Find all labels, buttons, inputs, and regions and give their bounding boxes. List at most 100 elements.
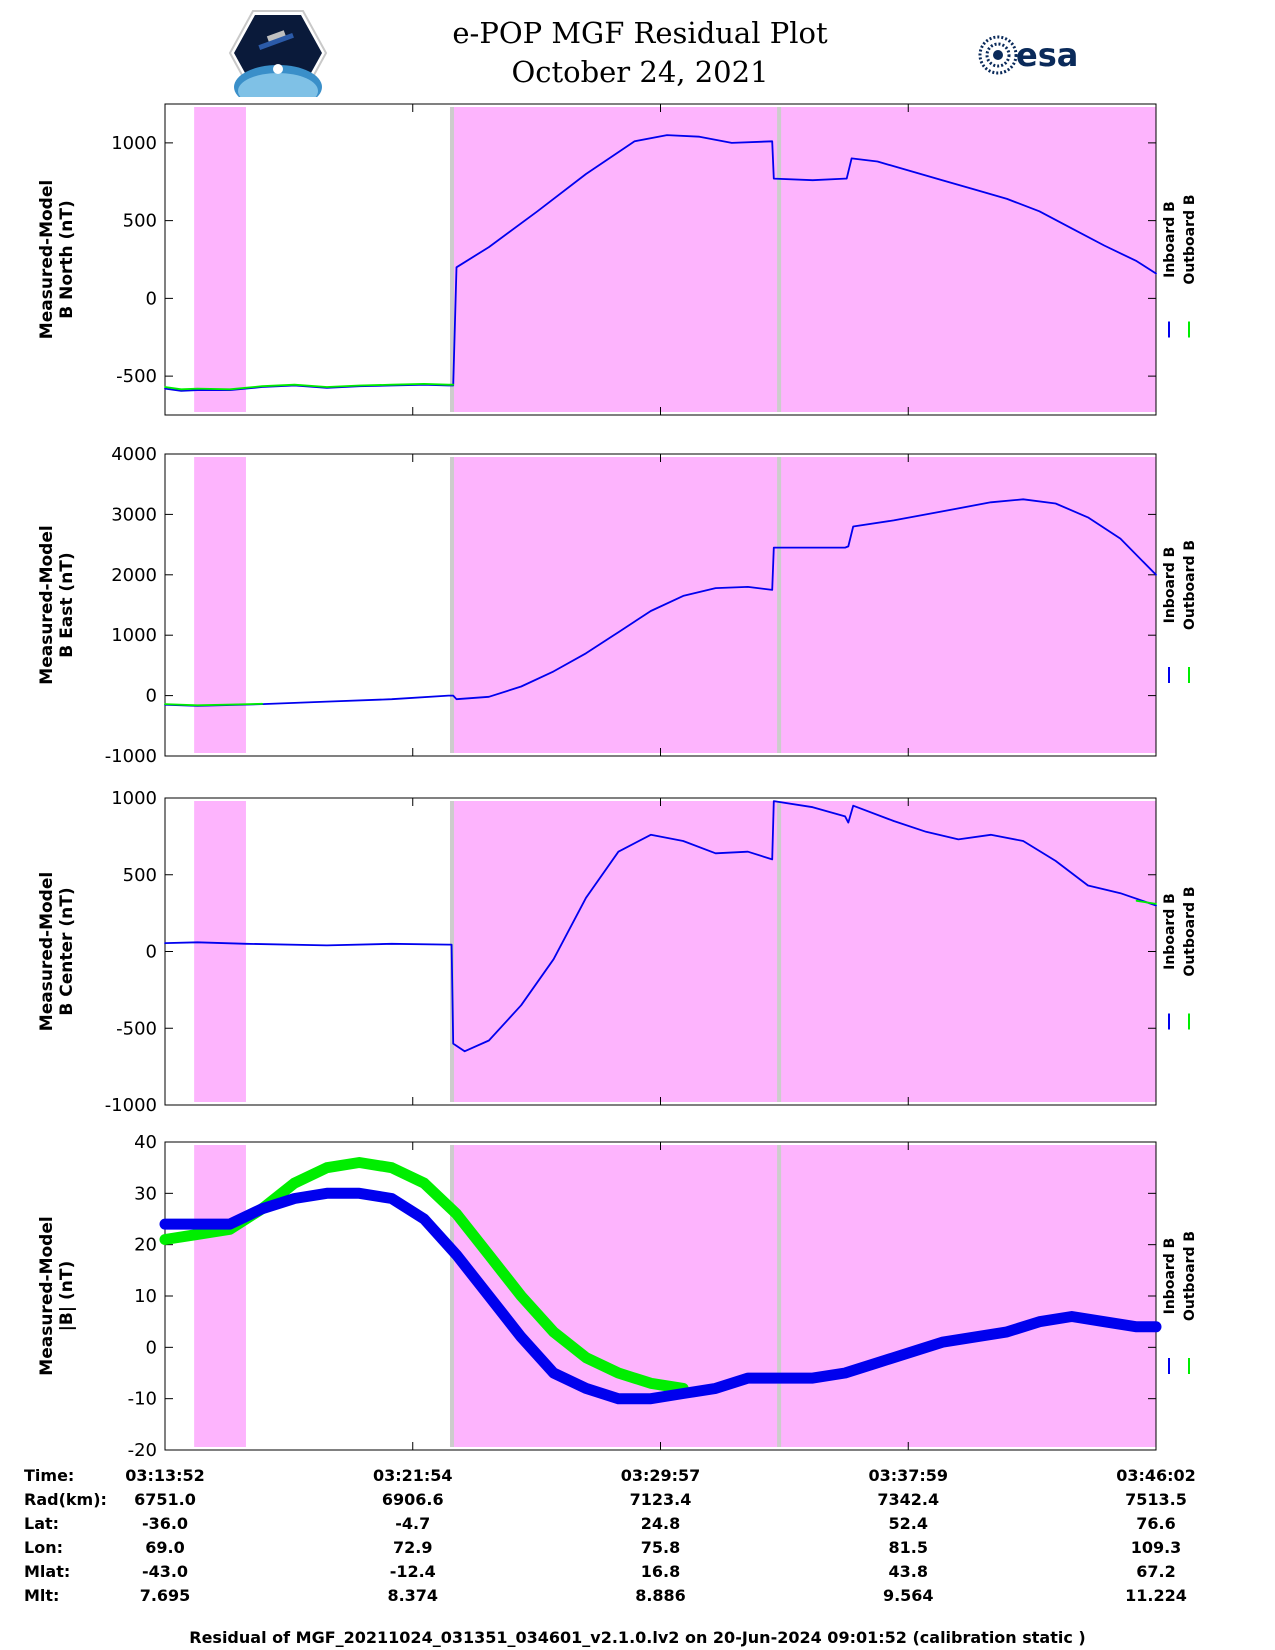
panel4-shaded-interval-1 [194, 1145, 246, 1447]
ephemeris-cell: 03:37:59 [868, 1466, 949, 1485]
ephemeris-cell: 16.8 [640, 1562, 681, 1581]
panel3-ytick-label-4: 500 [123, 865, 157, 886]
ephemeris-row: Mlt: 7.695 8.374 8.886 9.564 11.224 [0, 1586, 1275, 1610]
panel2-ylabel-line-1: Measured-Model [37, 525, 57, 684]
panel4-ytick-label-1: -20 [128, 1440, 157, 1461]
panel1-shade-edge-3 [777, 107, 782, 412]
ephemeris-cell: 76.6 [1136, 1514, 1176, 1533]
ephemeris-cell: 75.8 [640, 1538, 681, 1557]
panel4-ytick-label-4: 10 [134, 1286, 157, 1307]
panel2-ytick-label-1: -1000 [105, 746, 157, 767]
panel2-ytick-label-6: 4000 [111, 444, 157, 465]
panel4-ytick-label-7: 40 [134, 1132, 157, 1153]
panel4-legend-label-2: Outboard B [1182, 1231, 1198, 1321]
ephemeris-row-label: Lat: [24, 1514, 60, 1533]
panel1-ytick-label-3: 500 [123, 211, 157, 232]
ephemeris-cell: 7.695 [139, 1586, 191, 1605]
ephemeris-cell: 6751.0 [134, 1490, 196, 1509]
ephemeris-cell: 8.374 [387, 1586, 439, 1605]
panel1-ylabel-line-1: Measured-Model [37, 180, 57, 339]
chart-subtitle: October 24, 2021 [511, 55, 769, 89]
ephemeris-cell: 7123.4 [629, 1490, 692, 1509]
cassiope-mission-logo [228, 10, 328, 97]
ephemeris-cell: 69.0 [145, 1538, 185, 1557]
panel1-legend-label-1: Inboard B [1162, 201, 1178, 278]
panel4-legend-label-1: Inboard B [1162, 1238, 1178, 1315]
panel1-shaded-interval-1 [194, 107, 246, 412]
panel2-ylabel-line-2: B East (nT) [57, 552, 77, 657]
panel4-shade-edge-2 [449, 1145, 454, 1447]
panel3-ytick-label-2: -500 [116, 1018, 157, 1039]
panel4-ytick-label-2: -10 [128, 1389, 157, 1410]
panel3-legend-label-1: Inboard B [1162, 893, 1178, 970]
ephemeris-cell: 6906.6 [381, 1490, 444, 1509]
panel2-ytick-label-5: 3000 [111, 504, 157, 525]
ephemeris-row-label: Time: [24, 1466, 75, 1485]
panel1-legend-label-2: Outboard B [1182, 194, 1198, 284]
panel1-shade-edge-2 [449, 107, 454, 412]
chart-title: e-POP MGF Residual Plot [452, 16, 828, 50]
ephemeris-cell: 52.4 [888, 1514, 928, 1533]
panel3-shade-edge-3 [777, 801, 782, 1102]
ephemeris-cell: 9.564 [882, 1586, 934, 1605]
ephemeris-cell: 72.9 [393, 1538, 433, 1557]
panel1-series-outboard-line [164, 383, 455, 391]
panel1-ytick-label-4: 1000 [111, 133, 157, 154]
panel3-series-inboard-line [164, 800, 1157, 1053]
ephemeris-cell: 81.5 [888, 1538, 928, 1557]
panel2-ytick-label-2: 0 [146, 686, 157, 707]
panel2-shaded-interval-1 [194, 457, 246, 753]
panel2-shaded-interval-2 [449, 457, 778, 753]
ephemeris-cell: 43.8 [888, 1562, 928, 1581]
panel1-ylabel-line-2: B North (nT) [57, 200, 77, 319]
panel3-series-outboard-line [1135, 899, 1157, 905]
ephemeris-row-label: Lon: [24, 1538, 63, 1557]
panel2-legend-label-1: Inboard B [1162, 547, 1178, 624]
panel4-ytick-label-5: 20 [134, 1235, 157, 1256]
panel2-ytick-label-4: 2000 [111, 565, 157, 586]
esa-logo: esa [978, 35, 1078, 75]
panel3-ytick-label-3: 0 [146, 942, 157, 963]
ephemeris-cell: 24.8 [640, 1514, 681, 1533]
panel3-shaded-interval-1 [194, 801, 246, 1102]
panel3-shaded-interval-2 [449, 801, 778, 1102]
panel1-ytick-label-2: 0 [146, 288, 157, 309]
panel1-ytick-label-1: -500 [116, 366, 157, 387]
ephemeris-row: Lat: -36.0 -4.7 24.8 52.4 76.6 [0, 1514, 1275, 1538]
ephemeris-cell: 109.3 [1130, 1538, 1182, 1557]
ephemeris-cell: 03:21:54 [372, 1466, 453, 1485]
panel2-series-outboard-line [164, 702, 264, 707]
panel2-ytick-label-3: 1000 [111, 625, 157, 646]
panel2-shade-edge-3 [777, 457, 782, 753]
ephemeris-row: Time: 03:13:52 03:21:54 03:29:57 03:37:59 03:… [0, 1466, 1275, 1490]
ephemeris-cell: 03:13:52 [125, 1466, 205, 1485]
ephemeris-row: Mlat: -43.0 -12.4 16.8 43.8 67.2 [0, 1562, 1275, 1586]
ephemeris-cell: -4.7 [395, 1514, 431, 1533]
panel4-ylabel-line-2: |B| (nT) [57, 1261, 77, 1332]
panel4-shaded-interval-3 [777, 1145, 1156, 1447]
footer-note: Residual of MGF_20211024_031351_034601_v… [189, 1628, 1086, 1647]
panel4-shade-edge-3 [777, 1145, 782, 1447]
esa-logo-text: esa [1016, 36, 1078, 74]
ephemeris-cell: 8.886 [635, 1586, 686, 1605]
panel1-shaded-interval-2 [449, 107, 778, 412]
panel3-ylabel-line-2: B Center (nT) [57, 887, 77, 1015]
panel2-shaded-interval-3 [777, 457, 1156, 753]
panel3-ylabel-line-1: Measured-Model [37, 872, 57, 1031]
panel2-series-inboard-line [164, 498, 1157, 707]
ephemeris-cell: -43.0 [141, 1562, 189, 1581]
ephemeris-row: Rad(km): 6751.0 6906.6 7123.4 7342.4 7513.5 [0, 1490, 1275, 1514]
panel2-shade-edge-2 [449, 457, 454, 753]
panel2-legend-label-2: Outboard B [1182, 540, 1198, 630]
panel4-ytick-label-6: 30 [134, 1183, 157, 1204]
ephemeris-cell: 03:29:57 [620, 1466, 701, 1485]
panel3-shaded-interval-3 [777, 801, 1156, 1102]
ephemeris-row: Lon: 69.0 72.9 75.8 81.5 109.3 [0, 1538, 1275, 1562]
panel3-legend-label-2: Outboard B [1182, 886, 1198, 976]
panel3-ytick-label-1: -1000 [105, 1095, 157, 1116]
ephemeris-cell: -36.0 [141, 1514, 189, 1533]
panel4-ylabel-line-1: Measured-Model [37, 1216, 57, 1375]
ephemeris-cell: 7513.5 [1125, 1490, 1187, 1509]
panel4-ytick-label-3: 0 [146, 1337, 157, 1358]
